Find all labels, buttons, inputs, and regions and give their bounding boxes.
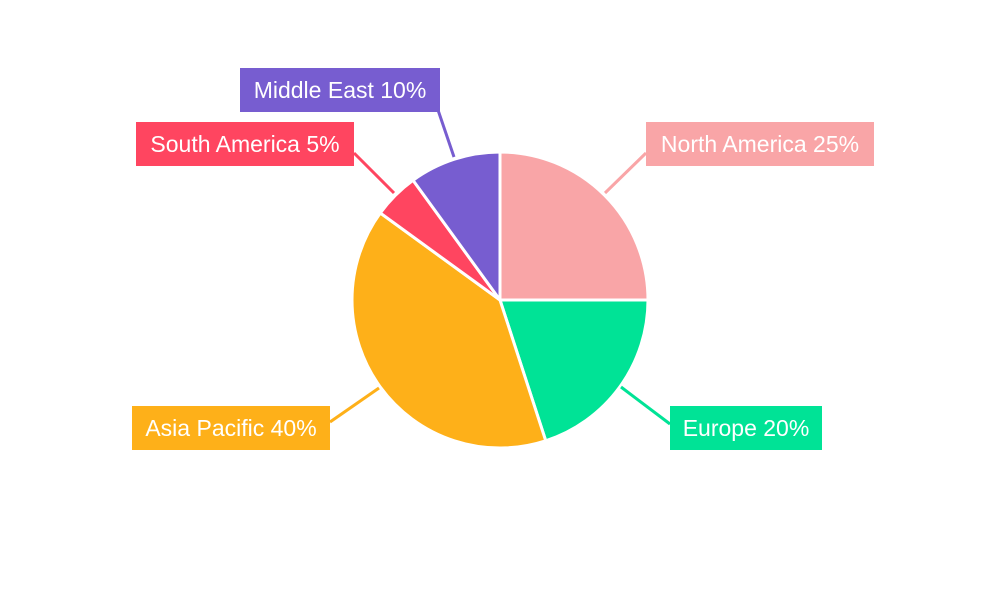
data-label-box	[646, 122, 874, 166]
data-label-box	[670, 406, 822, 450]
pie-slice-asia-pacific[interactable]	[350, 210, 548, 450]
pie-slice-north-america[interactable]	[498, 150, 650, 302]
leader-line	[436, 109, 456, 158]
leader-line	[603, 151, 648, 195]
pie-slice-middle-east[interactable]	[410, 150, 502, 305]
data-label-box	[240, 68, 440, 112]
data-label-box	[136, 122, 354, 166]
data-label: Middle East 10%	[254, 77, 427, 103]
data-label: Asia Pacific 40%	[145, 415, 316, 441]
leader-line	[329, 386, 380, 424]
data-label: North America 25%	[661, 131, 859, 157]
data-label: South America 5%	[150, 131, 339, 157]
pie-slice-europe[interactable]	[497, 298, 650, 443]
leader-line	[620, 385, 671, 426]
leader-line	[352, 151, 396, 195]
data-label: Europe 20%	[683, 415, 810, 441]
data-label-box	[132, 406, 330, 450]
